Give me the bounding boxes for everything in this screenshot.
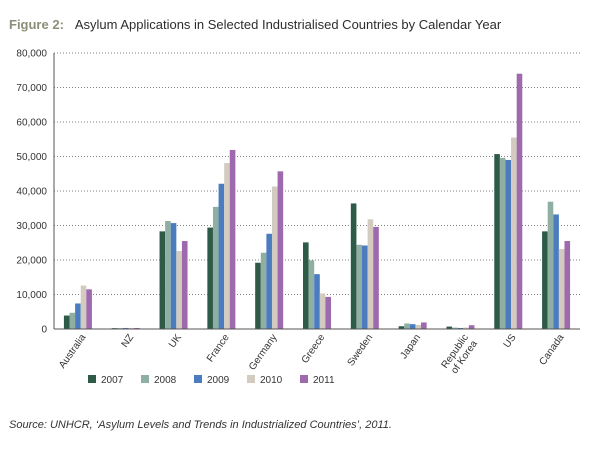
y-axis: 0 10,000 20,000 30,000 40,000 50,000 60,000 70,… <box>16 49 55 336</box>
bar <box>218 183 225 329</box>
bar <box>553 214 559 329</box>
legend-label: 2009 <box>207 375 230 386</box>
bar <box>122 327 129 329</box>
y-tick-label: 0 <box>41 325 47 336</box>
bar <box>452 327 458 329</box>
bar <box>266 233 272 329</box>
bar <box>308 260 315 329</box>
bar <box>63 315 70 329</box>
bar <box>564 241 571 329</box>
bar <box>468 325 475 329</box>
bar <box>271 186 278 329</box>
bar <box>303 242 309 329</box>
source-note: Source: UNHCR, ‘Asylum Levels and Trends… <box>9 419 392 431</box>
bar <box>260 252 267 329</box>
x-tick-label: France <box>205 332 232 364</box>
y-tick-label: 60,000 <box>16 118 47 129</box>
bar <box>207 227 213 329</box>
legend-label: 2010 <box>260 375 283 386</box>
bar <box>69 312 76 329</box>
bar <box>314 274 320 329</box>
bar <box>362 245 368 329</box>
bar <box>505 159 512 329</box>
legend-label: 2007 <box>101 375 124 386</box>
legend-label: 2011 <box>313 375 335 386</box>
legend: 2007 2008 2009 2010 2011 <box>88 375 335 386</box>
y-tick-label: 40,000 <box>16 187 47 198</box>
legend-swatch <box>194 375 202 383</box>
grid-lines <box>54 52 580 295</box>
bar <box>170 223 177 329</box>
legend-swatch <box>300 375 308 383</box>
y-tick-label: 20,000 <box>16 256 47 267</box>
bar <box>558 248 565 329</box>
bar <box>356 244 363 329</box>
bar <box>75 303 81 329</box>
bar <box>181 241 188 329</box>
bar <box>511 137 517 329</box>
bar <box>350 203 357 329</box>
x-tick-label: Japan <box>398 332 423 361</box>
bar <box>165 221 171 329</box>
legend-swatch <box>88 375 96 383</box>
bar <box>134 327 140 329</box>
x-tick-label: Republicof Korea <box>440 332 481 377</box>
legend-swatch <box>247 375 255 383</box>
bar <box>80 285 87 329</box>
bar-chart: 0 10,000 20,000 30,000 40,000 50,000 60,000 70,… <box>16 49 580 386</box>
bar <box>159 231 166 329</box>
bar <box>409 324 416 329</box>
x-tick-label: UK <box>167 332 184 350</box>
bar <box>398 326 405 329</box>
bar <box>373 226 379 329</box>
bar <box>404 323 410 329</box>
figure-label: Figure 2: <box>9 17 64 32</box>
bar <box>367 219 374 329</box>
x-tick-label: US <box>502 332 519 350</box>
bar <box>547 201 554 329</box>
x-axis: Australia NZ UK France Germany Greece Sweden Ja… <box>54 328 580 377</box>
bar <box>542 231 548 329</box>
bar <box>128 327 135 329</box>
bar <box>499 157 506 329</box>
bar <box>325 296 331 329</box>
y-tick-label: 30,000 <box>16 221 47 232</box>
y-tick-label: 80,000 <box>16 49 47 60</box>
x-tick-label: Greece <box>300 332 328 366</box>
bar <box>224 163 230 329</box>
bar <box>446 326 453 329</box>
bar <box>319 293 326 329</box>
bar <box>277 171 284 329</box>
bar <box>86 289 92 329</box>
bar <box>494 154 500 329</box>
x-tick-label: Sweden <box>346 332 376 368</box>
x-tick-label: NZ <box>120 332 137 349</box>
bar <box>176 251 182 329</box>
figure-title-text: Asylum Applications in Selected Industri… <box>74 17 502 32</box>
bar <box>457 327 464 329</box>
bar <box>255 262 261 329</box>
x-tick-label: Germany <box>247 332 280 372</box>
bar <box>212 206 219 329</box>
legend-label: 2008 <box>154 375 177 386</box>
y-tick-label: 10,000 <box>16 290 47 301</box>
y-tick-label: 70,000 <box>16 83 47 94</box>
bar <box>229 149 236 329</box>
y-tick-label: 50,000 <box>16 152 47 163</box>
bars <box>63 73 571 329</box>
bar <box>421 322 427 329</box>
legend-swatch <box>141 375 149 383</box>
bar <box>463 327 469 329</box>
bar <box>516 73 523 329</box>
x-tick-label: Canada <box>537 332 566 367</box>
figure-title: Figure 2: Asylum Applications in Selecte… <box>9 17 501 32</box>
bar <box>415 324 422 329</box>
x-tick-label: Australia <box>57 332 89 371</box>
